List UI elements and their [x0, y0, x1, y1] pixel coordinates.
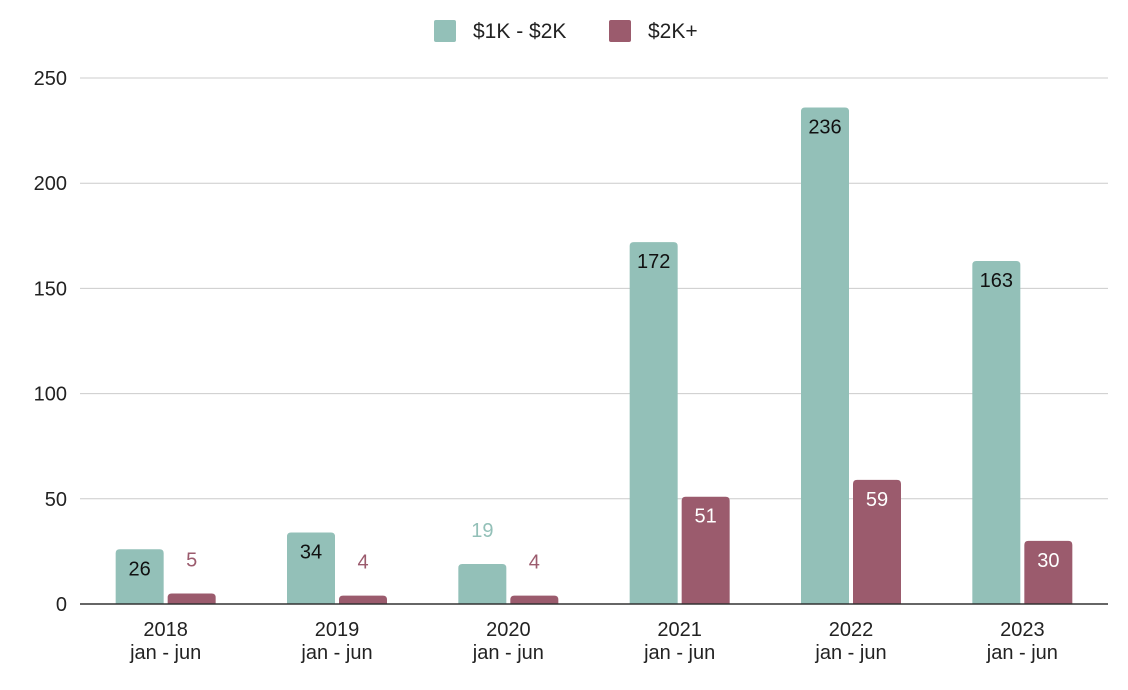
bar	[115, 549, 164, 604]
legend-label: $1K - $2K	[473, 20, 566, 43]
x-tick-sublabel: jan - jun	[814, 642, 886, 664]
x-tick-label: 2020	[486, 619, 531, 641]
y-tick-label: 0	[56, 594, 67, 616]
x-tick-sublabel: jan - jun	[472, 642, 544, 664]
data-label: 163	[980, 270, 1013, 292]
x-tick-sublabel: jan - jun	[643, 642, 715, 664]
data-label: 51	[695, 506, 717, 528]
bar	[287, 532, 335, 604]
x-tick-label: 2023	[1000, 619, 1045, 641]
bar	[972, 261, 1021, 604]
data-labels: 26 5 34 4 19 4 172 51 236 59 163 30	[129, 116, 1060, 580]
bar	[853, 479, 901, 604]
bars	[115, 107, 1073, 605]
x-tick-sublabel: jan - jun	[986, 642, 1058, 664]
y-tick-label: 150	[34, 278, 67, 300]
bar	[167, 593, 216, 604]
data-label: 172	[637, 251, 670, 273]
x-tick-sublabel: jan - jun	[300, 642, 372, 664]
bar	[339, 595, 387, 604]
data-label: 19	[471, 520, 493, 542]
data-label: 59	[866, 489, 888, 511]
legend-label: $2K+	[648, 20, 698, 43]
x-tick-sublabel: jan - jun	[129, 642, 201, 664]
bar	[801, 107, 849, 605]
data-label: 236	[808, 116, 841, 138]
data-label: 34	[300, 541, 322, 563]
gridlines	[80, 77, 1108, 500]
x-tick-label: 2021	[657, 619, 702, 641]
x-tick-label: 2018	[143, 619, 188, 641]
bar	[681, 496, 730, 604]
y-tick-label: 250	[34, 68, 67, 90]
legend-swatch	[434, 20, 456, 42]
y-tick-label: 100	[34, 384, 67, 406]
data-label: 4	[357, 552, 368, 574]
bar	[458, 564, 507, 604]
y-tick-label: 50	[45, 489, 67, 511]
data-label: 30	[1037, 550, 1059, 572]
data-label: 26	[129, 558, 151, 580]
legend: $1K - $2K $2K+	[434, 20, 698, 43]
data-label: 5	[186, 549, 197, 571]
x-tick-label: 2022	[829, 619, 874, 641]
legend-swatch	[609, 20, 631, 42]
data-label: 4	[529, 552, 540, 574]
bar	[510, 595, 559, 604]
x-tick-label: 2019	[315, 619, 360, 641]
bar	[1024, 540, 1073, 604]
bar	[629, 242, 678, 604]
y-tick-label: 200	[34, 173, 67, 195]
